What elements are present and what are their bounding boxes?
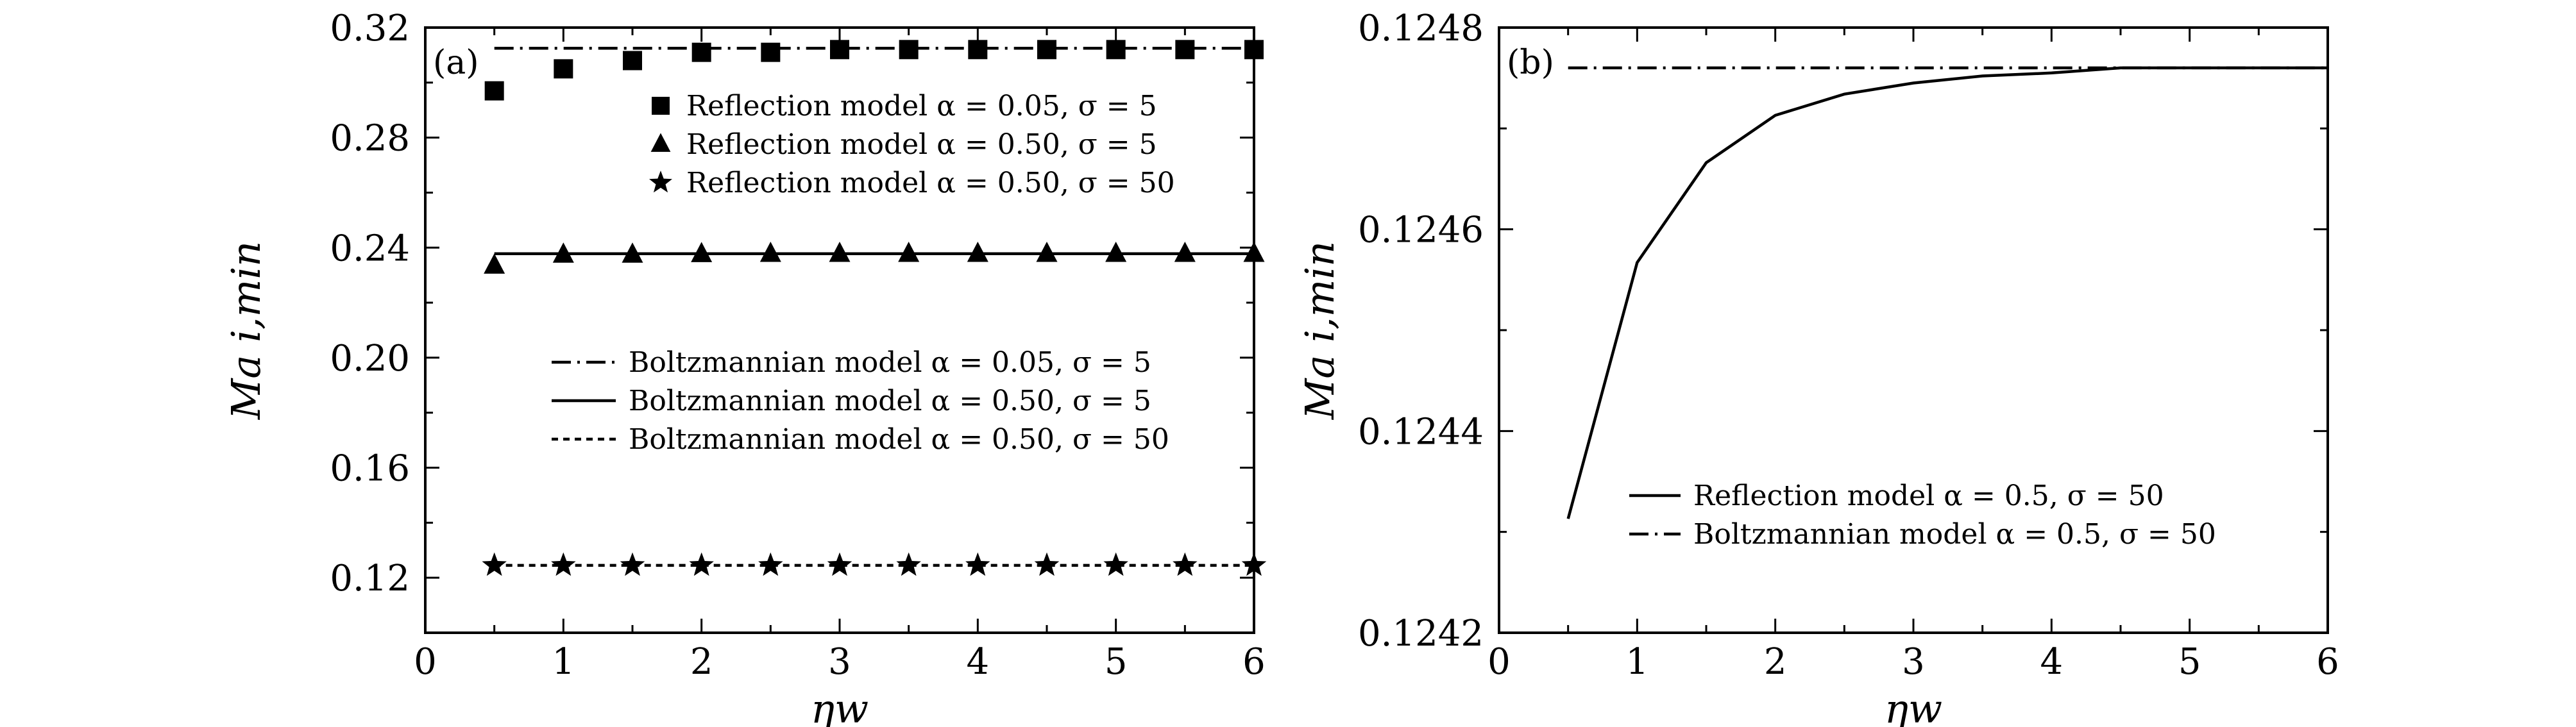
reflection-point-triangle xyxy=(622,242,643,263)
y-tick-label: 0.1242 xyxy=(1358,613,1484,655)
panel-tag: (a) xyxy=(433,44,479,82)
reflection-point-triangle xyxy=(898,241,920,262)
reflection-point-square xyxy=(1037,40,1056,60)
reflection-point-star xyxy=(758,552,783,576)
reflection-point-star xyxy=(1241,552,1267,576)
legend-label: Boltzmannian model α = 0.50, σ = 5 xyxy=(629,385,1151,417)
reflection-point-triangle xyxy=(829,241,851,262)
legend-label: Reflection model α = 0.50, σ = 50 xyxy=(686,167,1175,199)
x-tick-label: 3 xyxy=(1902,641,1925,683)
reflection-point-star xyxy=(1173,552,1198,576)
reflection-point-triangle xyxy=(484,253,505,274)
legend-marker-triangle xyxy=(650,133,671,152)
chart-panel-a: 0 1 2 3 4 5 6 0.12 0.16 0.20 0.24 0.28 0.32 (a) ηw Ma i… xyxy=(223,8,1267,727)
y-tick-label: 0.20 xyxy=(330,338,410,380)
reflection-point-triangle xyxy=(1036,241,1058,262)
y-axis-title: Ma i,min xyxy=(223,241,269,420)
y-tick-label: 0.1244 xyxy=(1358,411,1484,453)
reflection-point-square xyxy=(899,40,919,60)
reflection-point-star xyxy=(689,552,714,576)
x-tick-label: 1 xyxy=(552,641,575,683)
reflection-point-triangle xyxy=(1174,241,1196,262)
reflection-point-star xyxy=(827,552,852,576)
reflection-point-triangle xyxy=(759,241,781,262)
reflection-point-triangle xyxy=(967,241,988,262)
y-tick-label: 0.32 xyxy=(330,8,410,49)
reflection-point-square xyxy=(1244,40,1264,60)
x-tick-label: 6 xyxy=(1242,641,1266,683)
y-tick-label: 0.1248 xyxy=(1358,8,1484,49)
reflection-point-star xyxy=(965,552,990,576)
reflection-point-square xyxy=(484,81,504,101)
x-tick-label: 0 xyxy=(1487,641,1511,683)
reflection-point-square xyxy=(554,59,573,79)
x-tick-label: 3 xyxy=(828,641,851,683)
reflection-point-square xyxy=(1175,40,1195,60)
x-tick-label: 2 xyxy=(690,641,713,683)
x-axis-title: ηw xyxy=(1885,685,1942,727)
reflection-point-square xyxy=(1106,40,1126,60)
chart-panel-b: 0 1 2 3 4 5 6 0.1242 0.1244 0.1246 0.1248 (b) ηw Ma i… xyxy=(1296,8,2339,727)
reflection-point-star xyxy=(620,552,645,576)
reflection-point-triangle xyxy=(1105,241,1127,262)
reflection-point-triangle xyxy=(691,242,713,262)
reflection-point-square xyxy=(830,40,849,60)
y-tick-label: 0.16 xyxy=(330,448,410,490)
reflection-point-square xyxy=(968,40,988,60)
x-axis-title: ηw xyxy=(811,685,869,727)
reflection-point-triangle xyxy=(1243,241,1265,262)
reflection-point-star xyxy=(1034,552,1060,576)
x-tick-label: 1 xyxy=(1626,641,1649,683)
y-tick-label: 0.24 xyxy=(330,228,410,269)
x-tick-label: 0 xyxy=(414,641,437,683)
legend-label: Reflection model α = 0.5, σ = 50 xyxy=(1693,480,2164,512)
reflection-point-star xyxy=(896,552,921,576)
legend-marker-square xyxy=(652,97,670,115)
reflection-point-triangle xyxy=(552,242,574,263)
reflection-point-square xyxy=(691,42,711,62)
x-tick-label: 4 xyxy=(2040,641,2063,683)
y-tick-label: 0.1246 xyxy=(1358,210,1484,251)
legend-label: Boltzmannian model α = 0.5, σ = 50 xyxy=(1693,518,2216,551)
x-tick-label: 2 xyxy=(1764,641,1787,683)
legend-label: Boltzmannian model α = 0.50, σ = 50 xyxy=(629,423,1169,456)
y-tick-label: 0.28 xyxy=(330,118,410,160)
reflection-point-star xyxy=(482,552,507,576)
y-axis-title: Ma i,min xyxy=(1296,241,1343,420)
x-tick-label: 6 xyxy=(2316,641,2339,683)
x-tick-label: 4 xyxy=(967,641,990,683)
panel-tag: (b) xyxy=(1507,44,1554,82)
y-tick-label: 0.12 xyxy=(330,558,410,599)
reflection-point-square xyxy=(761,42,781,62)
reflection-point-star xyxy=(551,552,576,576)
legend-marker-star xyxy=(649,171,672,193)
reflection-point-square xyxy=(623,51,642,71)
legend-label: Reflection model α = 0.05, σ = 5 xyxy=(686,90,1157,122)
legend-label: Boltzmannian model α = 0.05, σ = 5 xyxy=(629,346,1151,379)
x-tick-label: 5 xyxy=(2178,641,2201,683)
x-tick-label: 5 xyxy=(1105,641,1128,683)
legend-label: Reflection model α = 0.50, σ = 5 xyxy=(686,128,1157,161)
reflection-curve xyxy=(1566,66,2328,519)
reflection-point-star xyxy=(1103,552,1128,576)
